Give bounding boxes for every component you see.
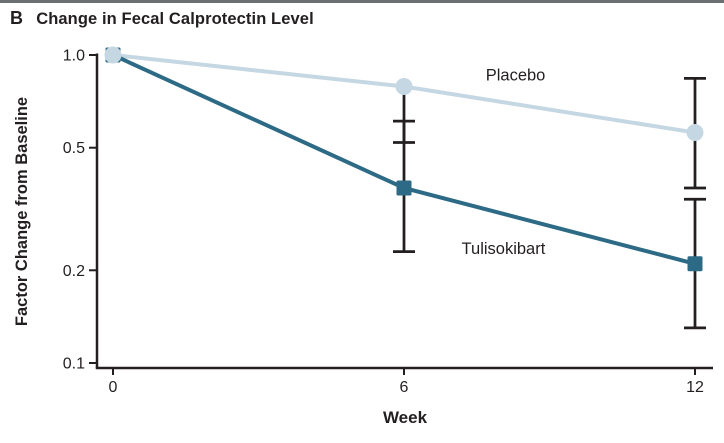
y-tick-label: 1.0 — [63, 48, 85, 65]
x-tick-label: 0 — [109, 379, 118, 396]
marker-circle-placebo — [686, 124, 704, 142]
panel-header: B Change in Fecal Calprotectin Level — [10, 8, 314, 29]
marker-circle-placebo — [395, 78, 413, 96]
x-tick-label: 6 — [400, 379, 409, 396]
y-axis-title: Factor Change from Baseline — [13, 97, 31, 326]
marker-square-tulisokibart — [396, 180, 412, 196]
panel-title: Change in Fecal Calprotectin Level — [36, 10, 314, 28]
marker-square-tulisokibart — [687, 256, 703, 272]
series-label-tulisokibart: Tulisokibart — [462, 240, 546, 258]
x-tick-label: 12 — [686, 379, 704, 396]
y-tick-label: 0.2 — [63, 263, 85, 280]
panel-top-border — [0, 0, 724, 3]
y-tick-label: 0.1 — [63, 356, 85, 373]
marker-circle-placebo — [104, 46, 122, 64]
y-tick-label: 0.5 — [63, 140, 85, 157]
panel-letter: B — [10, 8, 24, 28]
x-axis-title: Week — [383, 408, 428, 427]
series-label-placebo: Placebo — [486, 67, 546, 85]
